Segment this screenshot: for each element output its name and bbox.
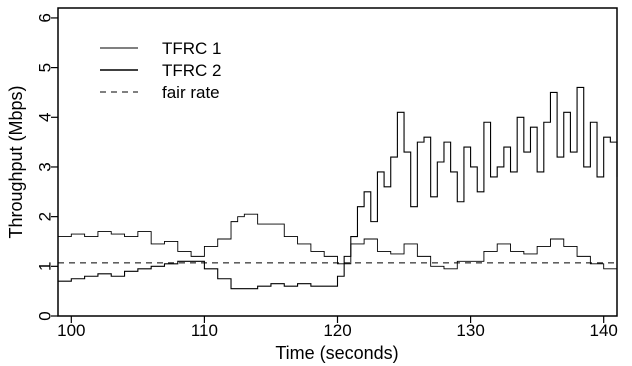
series-layer <box>58 86 618 290</box>
x-axis-title: Time (seconds) <box>275 343 398 363</box>
y-axis-title: Throughput (Mbps) <box>6 85 26 238</box>
legend-label: fair rate <box>162 83 220 102</box>
plot-frame <box>57 7 618 317</box>
y-tick-label: 1 <box>35 262 54 271</box>
y-tick-label: 0 <box>35 311 54 320</box>
y-tick-label: 3 <box>35 162 54 171</box>
x-tick-label: 130 <box>456 321 484 340</box>
x-tick-label: 140 <box>590 321 618 340</box>
x-tick-label: 100 <box>57 321 85 340</box>
legend-label: TFRC 1 <box>162 39 222 58</box>
y-tick-label: 4 <box>35 113 54 122</box>
legend-label: TFRC 2 <box>162 61 222 80</box>
x-tick-label: 120 <box>323 321 351 340</box>
series-tfrc1-line <box>58 213 618 270</box>
series-tfrc2-line <box>58 86 618 290</box>
y-tick-label: 2 <box>35 212 54 221</box>
x-tick-label: 110 <box>191 321 218 340</box>
x-axis: 100 110 120 130 140 <box>57 316 618 340</box>
y-axis: 0 1 2 3 4 5 6 <box>35 13 58 321</box>
legend: TFRC 1 TFRC 2 fair rate <box>100 39 222 102</box>
y-tick-label: 6 <box>35 13 54 22</box>
y-tick-label: 5 <box>35 63 54 72</box>
